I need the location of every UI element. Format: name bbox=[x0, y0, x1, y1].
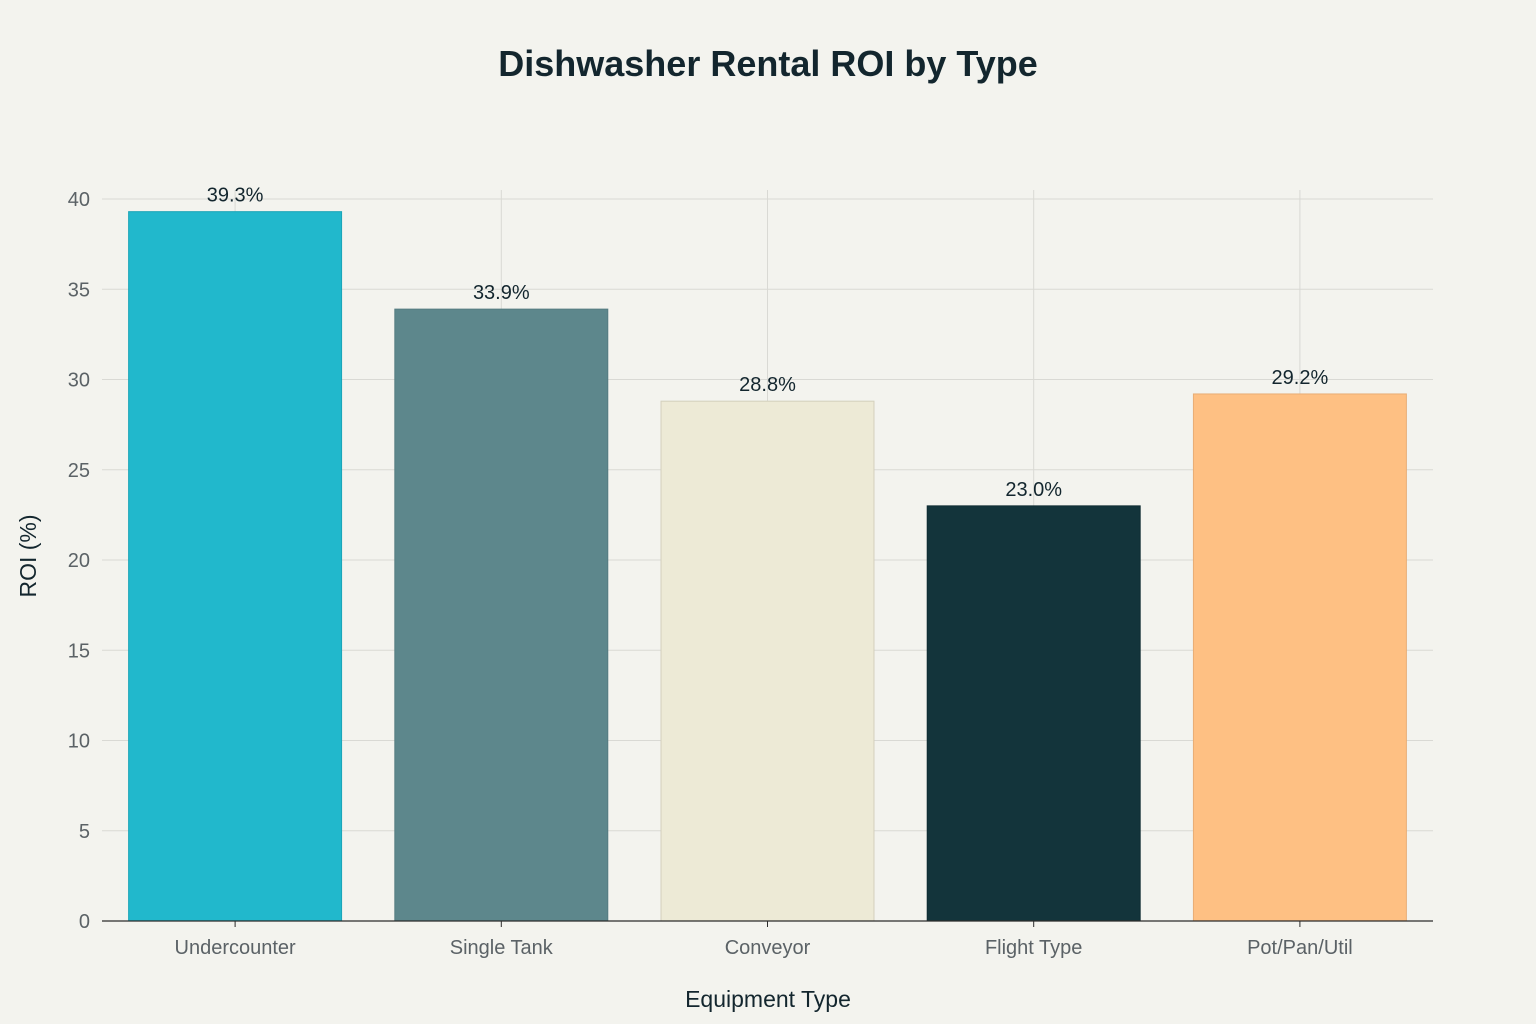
y-tick-label: 10 bbox=[68, 731, 90, 753]
bar bbox=[1192, 393, 1407, 922]
bar bbox=[926, 505, 1141, 922]
bar-value-label: 23.0% bbox=[1005, 479, 1062, 501]
bar-value-label: 29.2% bbox=[1272, 367, 1329, 389]
bar bbox=[128, 211, 343, 922]
y-tick-label: 35 bbox=[68, 279, 90, 301]
y-tick-label: 0 bbox=[79, 911, 90, 933]
x-tick-label: Pot/Pan/Util bbox=[1247, 937, 1353, 959]
bars bbox=[128, 211, 1407, 922]
x-tick-label: Flight Type bbox=[985, 937, 1082, 959]
y-tick-label: 25 bbox=[68, 460, 90, 482]
y-tick-label: 30 bbox=[68, 370, 90, 392]
bar bbox=[394, 308, 609, 922]
bar-value-label: 33.9% bbox=[473, 282, 530, 304]
y-tick-label: 15 bbox=[68, 640, 90, 662]
x-tick-label: Single Tank bbox=[450, 937, 554, 959]
data-labels: 39.3% 33.9% 28.8% 23.0% 29.2% bbox=[207, 185, 1329, 501]
y-axis-ticks: 0 5 10 15 20 25 30 35 40 bbox=[68, 189, 90, 933]
x-tick-label: Conveyor bbox=[725, 937, 811, 959]
chart-title: Dishwasher Rental ROI by Type bbox=[498, 43, 1037, 84]
y-tick-label: 20 bbox=[68, 550, 90, 572]
x-axis-title: Equipment Type bbox=[685, 986, 851, 1012]
x-axis-ticks: Undercounter Single Tank Conveyor Flight Ty… bbox=[175, 921, 1353, 959]
x-tick-label: Undercounter bbox=[175, 937, 297, 959]
y-tick-label: 5 bbox=[79, 821, 90, 843]
y-axis-title: ROI (%) bbox=[15, 514, 41, 597]
y-tick-label: 40 bbox=[68, 189, 90, 211]
bar-value-label: 28.8% bbox=[739, 374, 796, 396]
bar bbox=[660, 400, 875, 922]
bar-value-label: 39.3% bbox=[207, 185, 264, 207]
